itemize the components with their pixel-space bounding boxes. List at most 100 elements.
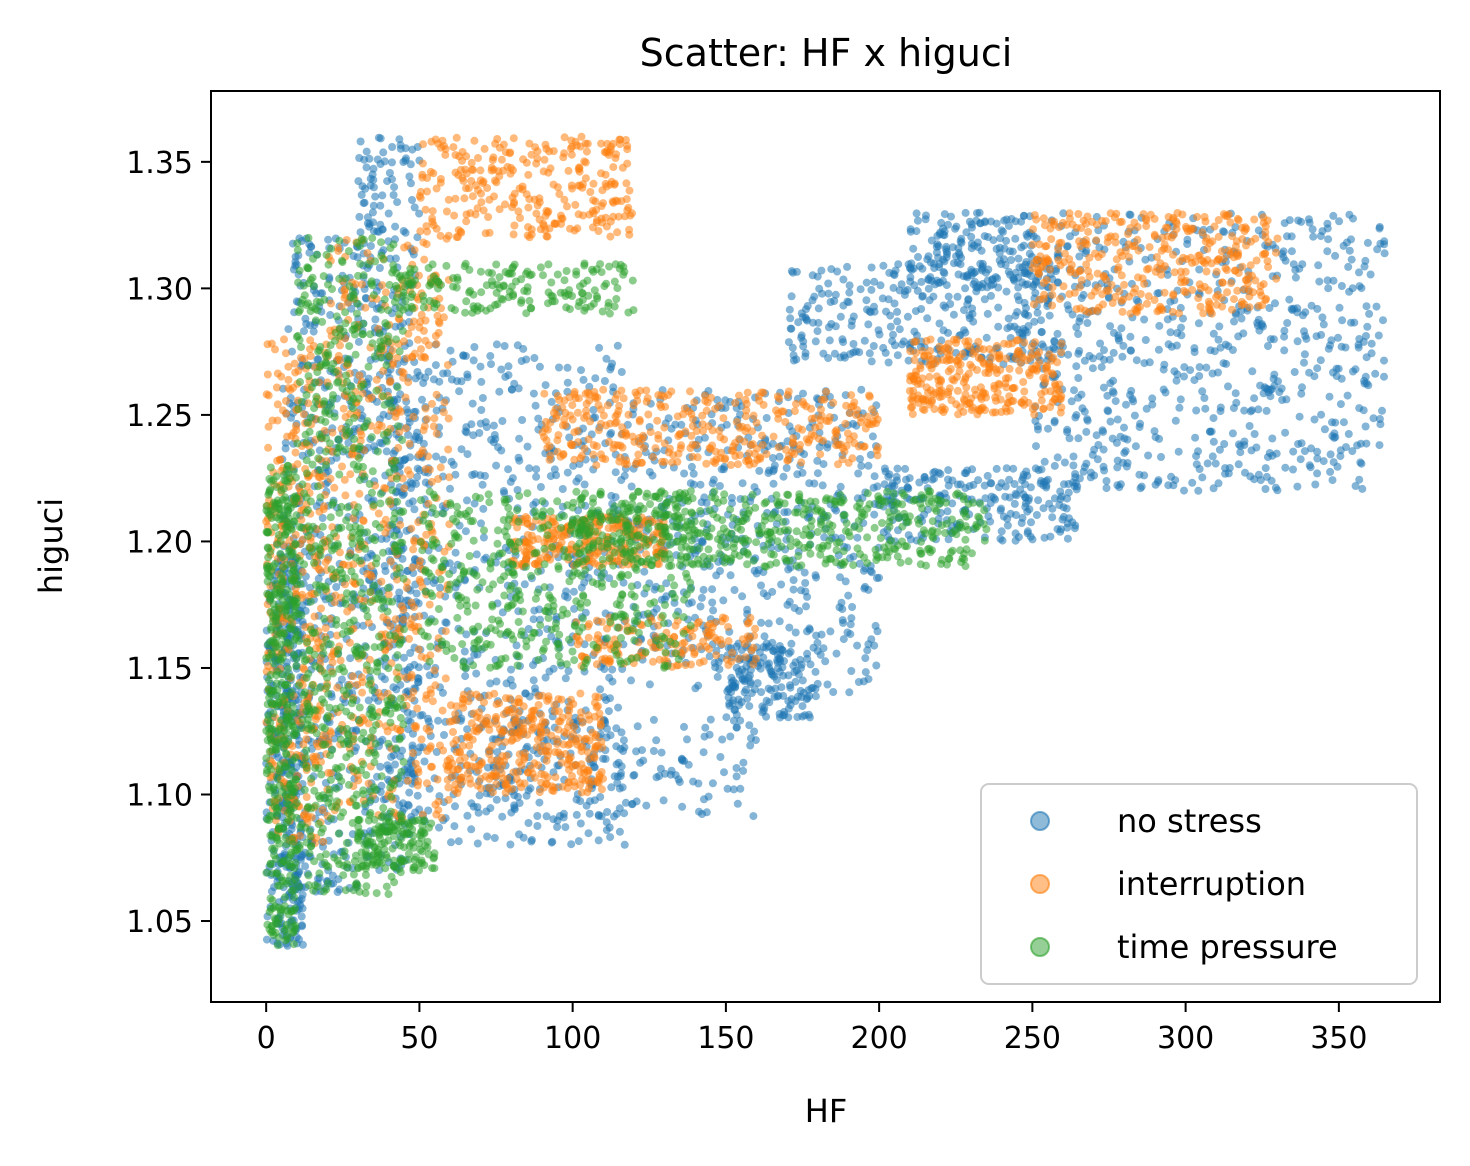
scatter-point (446, 484, 454, 493)
scatter-point (1262, 406, 1271, 415)
scatter-point (762, 414, 771, 422)
scatter-point (460, 194, 469, 203)
scatter-point (756, 664, 765, 673)
scatter-point (1280, 219, 1289, 228)
scatter-point (1172, 341, 1181, 350)
scatter-point (743, 694, 752, 703)
scatter-point (1005, 247, 1014, 256)
scatter-point (424, 452, 433, 461)
scatter-point (1034, 466, 1043, 475)
scatter-point (1278, 396, 1287, 404)
scatter-point (1154, 345, 1163, 354)
scatter-point (814, 304, 823, 313)
scatter-point (854, 469, 863, 478)
scatter-point (1011, 529, 1020, 538)
scatter-point (890, 482, 899, 490)
scatter-point (439, 455, 447, 464)
scatter-point (483, 832, 492, 841)
scatter-point (921, 215, 930, 224)
scatter-point (1316, 356, 1325, 365)
scatter-point (861, 668, 870, 677)
scatter-point (965, 217, 974, 226)
scatter-point (1379, 316, 1387, 325)
scatter-point (438, 706, 447, 715)
scatter-point (621, 798, 630, 807)
scatter-point (617, 762, 626, 771)
scatter-point (422, 691, 431, 700)
scatter-point (906, 535, 915, 544)
scatter-point (281, 349, 290, 358)
scatter-point (791, 677, 800, 686)
scatter-point (1123, 459, 1132, 467)
scatter-point (687, 598, 696, 607)
scatter-point (953, 292, 962, 301)
scatter-point (787, 292, 796, 301)
scatter-point (1068, 518, 1077, 527)
scatter-point (944, 466, 953, 475)
scatter-point (591, 374, 600, 383)
scatter-point (425, 600, 434, 609)
scatter-point (1198, 473, 1207, 482)
scatter-point (333, 243, 342, 252)
scatter-point (867, 357, 876, 366)
scatter-point (1374, 331, 1383, 340)
scatter-point (619, 736, 628, 745)
scatter-point (871, 621, 880, 630)
scatter-point (745, 702, 754, 711)
scatter-point (1037, 316, 1045, 325)
scatter-point (757, 618, 766, 627)
scatter-point (811, 337, 820, 346)
scatter-point (341, 491, 350, 500)
scatter-point (988, 276, 997, 284)
scatter-point (1281, 256, 1290, 265)
scatter-point (844, 591, 853, 600)
scatter-point (893, 351, 902, 360)
scatter-point (1023, 280, 1032, 289)
scatter-point (1328, 476, 1337, 485)
scatter-point (443, 361, 452, 369)
scatter-point (867, 285, 876, 294)
scatter-point (532, 465, 541, 474)
scatter-point (1120, 423, 1128, 432)
scatter-point (432, 339, 441, 348)
scatter-point (318, 514, 327, 522)
scatter-point (585, 210, 594, 219)
scatter-point (360, 155, 369, 164)
scatter-point (489, 421, 498, 430)
scatter-point (1311, 480, 1320, 489)
scatter-point (1007, 215, 1016, 223)
scatter-point (462, 423, 471, 432)
scatter-point (569, 587, 578, 596)
scatter-point (1373, 245, 1382, 254)
scatter-point (380, 157, 389, 166)
scatter-point (757, 581, 765, 590)
scatter-point (1045, 311, 1054, 320)
scatter-point (1180, 486, 1188, 495)
scatter-point (856, 455, 864, 463)
scatter-point (827, 320, 836, 328)
scatter-point (389, 449, 398, 458)
scatter-point (1194, 486, 1203, 495)
scatter-point (689, 469, 698, 478)
scatter-point (381, 288, 390, 297)
scatter-point (1135, 423, 1144, 431)
scatter-point (1211, 459, 1220, 468)
scatter-point (366, 242, 375, 250)
scatter-point (264, 391, 273, 400)
scatter-point (376, 762, 385, 771)
scatter-point (677, 420, 686, 429)
scatter-point (298, 922, 306, 931)
scatter-point (1154, 476, 1163, 485)
scatter-point (1113, 481, 1122, 490)
scatter-point (495, 387, 504, 396)
scatter-point (410, 505, 419, 514)
scatter-point (444, 414, 453, 423)
scatter-point (884, 358, 893, 367)
scatter-point (521, 689, 530, 698)
scatter-point (346, 654, 355, 663)
scatter-point (1315, 277, 1324, 286)
scatter-point (344, 438, 353, 447)
scatter-point (1216, 403, 1225, 412)
scatter-point (1200, 394, 1209, 402)
scatter-point (1140, 315, 1149, 324)
